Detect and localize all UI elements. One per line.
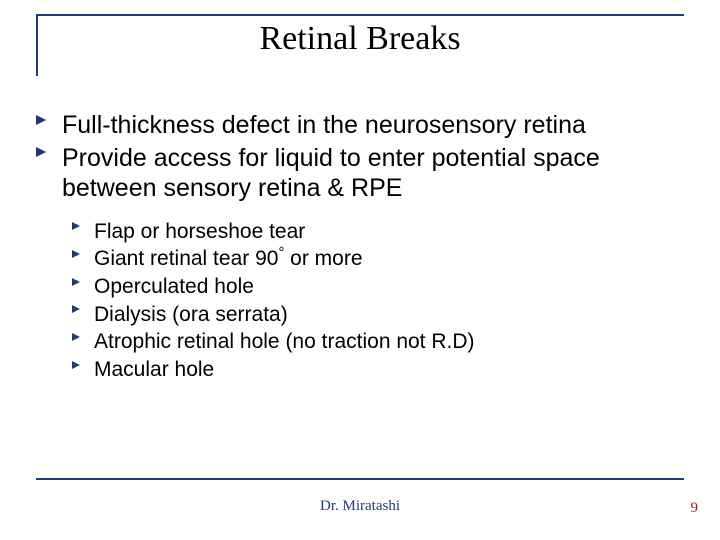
bottom-rule	[36, 478, 684, 480]
list-item-text: Macular hole	[94, 358, 214, 381]
triangle-bullet-icon	[72, 278, 80, 286]
list-item: Giant retinal tear 90° or more	[72, 245, 684, 273]
sub-list: Flap or horseshoe tear Giant retinal tea…	[72, 218, 684, 384]
triangle-bullet-icon	[72, 222, 80, 230]
triangle-bullet-icon	[36, 115, 46, 125]
triangle-bullet-icon	[72, 305, 80, 313]
list-item: Dialysis (ora serrata)	[72, 301, 684, 329]
list-item-text: Provide access for liquid to enter poten…	[62, 144, 600, 203]
list-item-text: Dialysis (ora serrata)	[94, 303, 288, 326]
triangle-bullet-icon	[36, 147, 46, 157]
list-item: Full-thickness defect in the neurosensor…	[36, 110, 684, 141]
list-item-text: Full-thickness defect in the neurosensor…	[62, 111, 586, 139]
triangle-bullet-icon	[72, 361, 80, 369]
list-item: Macular hole	[72, 356, 684, 384]
list-item: Operculated hole	[72, 273, 684, 301]
slide-title: Retinal Breaks	[0, 20, 720, 58]
triangle-bullet-icon	[72, 250, 80, 258]
list-item: Flap or horseshoe tear	[72, 218, 684, 246]
list-item: Atrophic retinal hole (no traction not R…	[72, 328, 684, 356]
list-item-text: Giant retinal tear 90° or more	[94, 247, 363, 270]
list-item-text: Operculated hole	[94, 275, 254, 298]
triangle-bullet-icon	[72, 333, 80, 341]
list-item: Provide access for liquid to enter poten…	[36, 143, 684, 204]
list-item-text: Flap or horseshoe tear	[94, 220, 305, 243]
content-area: Full-thickness defect in the neurosensor…	[36, 110, 684, 384]
footer-author: Dr. Miratashi	[0, 498, 720, 515]
main-list: Full-thickness defect in the neurosensor…	[36, 110, 684, 204]
slide: Retinal Breaks Full-thickness defect in …	[0, 0, 720, 540]
page-number: 9	[691, 500, 699, 517]
list-item-text: Atrophic retinal hole (no traction not R…	[94, 330, 475, 353]
